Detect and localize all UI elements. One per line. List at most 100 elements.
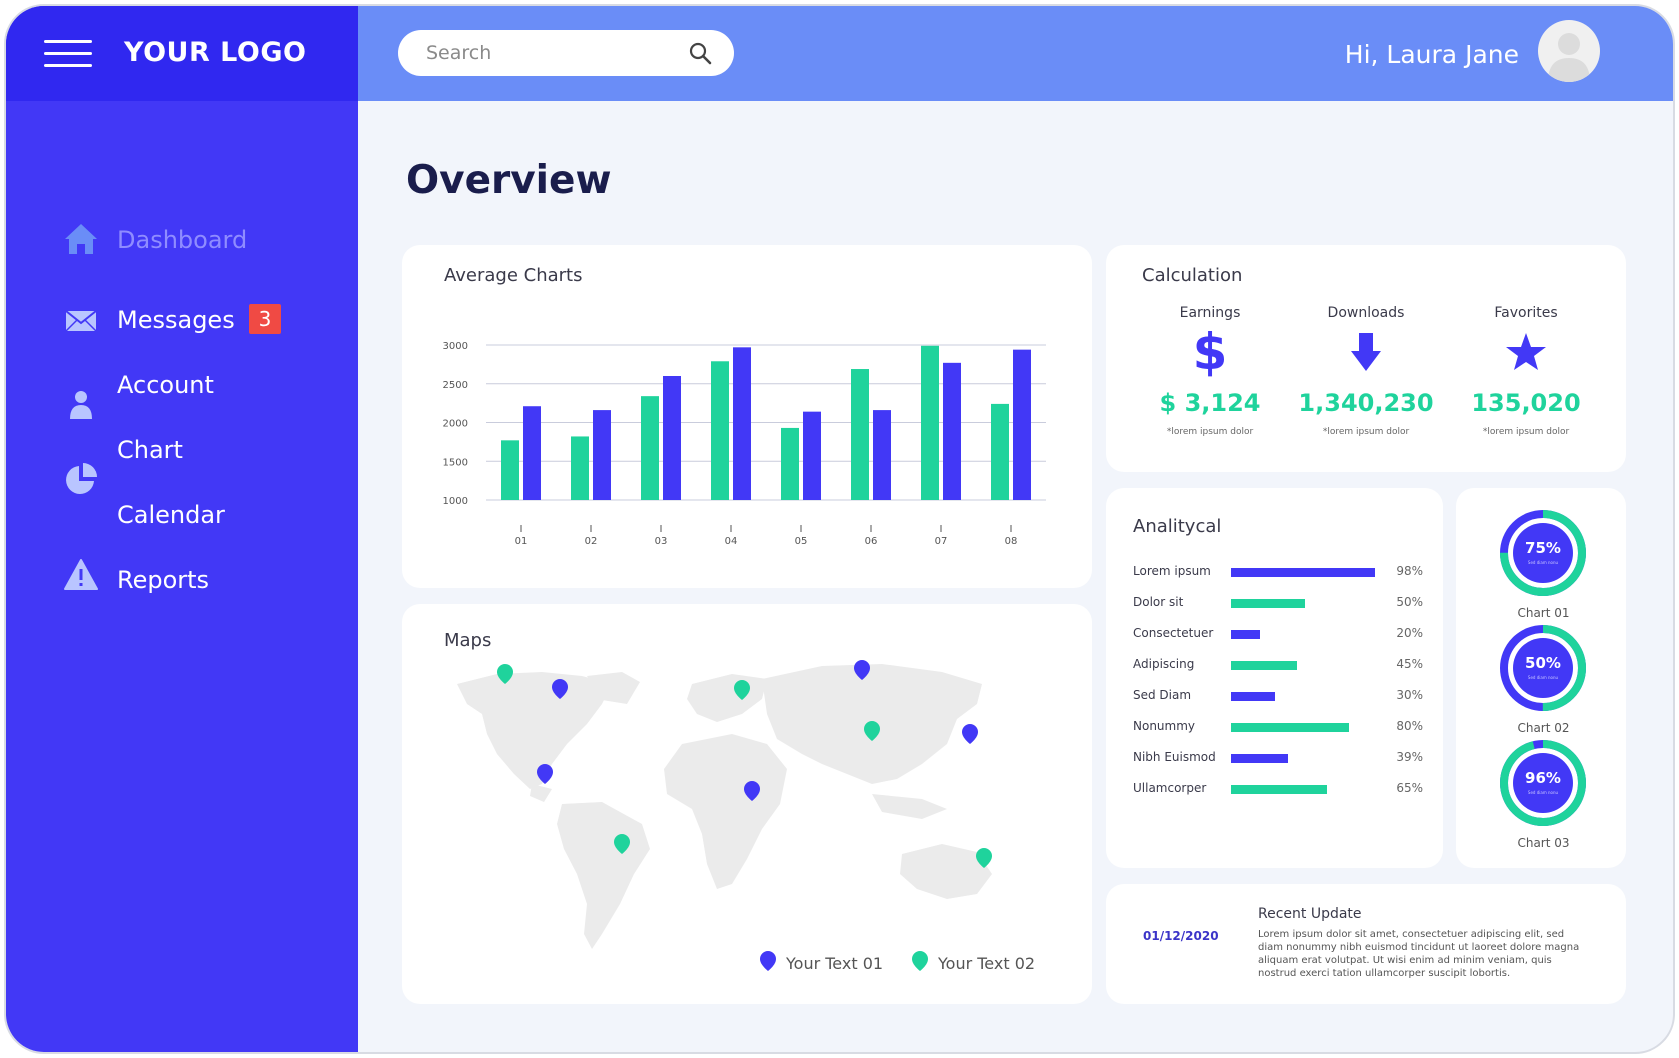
analytical-bar [1231,754,1289,763]
y-tick-label: 1000 [443,496,468,507]
analytical-bar [1231,630,1261,639]
app-logo: YOUR LOGO [124,37,307,68]
top-header: Hi, Laura Jane [358,6,1673,101]
bar-series-2 [733,347,751,500]
sidebar-item-label: Reports [117,566,210,594]
update-date: 01/12/2020 [1143,929,1219,943]
update-text: Lorem ipsum dolor sit amet, consectetuer… [1258,929,1580,979]
analytical-percent: 98% [1396,564,1423,578]
sidebar: YOUR LOGO Dashboard Messages 3 Account [6,6,358,1052]
sidebar-item-chart[interactable]: Chart [6,426,358,494]
bar-series-1 [921,345,939,500]
analytical-percent: 20% [1396,626,1423,640]
donut-chart: 75% Sed diam nonu Chart 01 [1456,508,1626,623]
mail-icon [65,310,97,332]
donut-center [1513,753,1573,813]
analytical-bar [1231,723,1349,732]
bar-series-1 [781,427,799,500]
analytical-percent: 50% [1396,595,1423,609]
sidebar-item-calendar[interactable]: Calendar [6,491,358,541]
y-tick-label: 2000 [443,419,468,430]
sidebar-item-account[interactable]: Account [6,361,358,419]
stat-value: 1,340,230 [1298,389,1434,417]
avatar-icon [1548,33,1590,82]
donut-label: Chart 02 [1517,721,1570,735]
map-pin-icon[interactable] [744,781,760,801]
sidebar-item-reports[interactable]: Reports [6,556,358,606]
analytical-title: Analitycal [1133,516,1222,537]
donut-progress [1500,510,1586,596]
donut-ring [1500,625,1586,711]
y-tick-label: 3000 [443,341,468,352]
sidebar-item-label: Calendar [117,501,225,529]
analytical-bar [1231,599,1305,608]
y-tick-label: 2500 [443,380,468,391]
app-window: YOUR LOGO Dashboard Messages 3 Account [4,4,1675,1054]
donut-label: Chart 03 [1517,836,1570,850]
warning-icon [64,559,98,590]
donut-charts-card: 75% Sed diam nonu Chart 01 50% Sed diam nonu… [1456,488,1626,868]
map-markers [497,660,992,868]
legend-item: Your Text 02 [938,954,1036,973]
map-pin-icon[interactable] [864,721,880,741]
analytical-label: Lorem ipsum [1133,564,1211,578]
menu-icon[interactable] [44,40,92,70]
analytical-bar [1231,692,1276,701]
search-box[interactable] [398,30,734,76]
x-tick-label: 05 [795,536,808,547]
map-pin-icon[interactable] [537,764,553,784]
analytical-row: Ullamcorper 65% [1133,779,1423,799]
analytical-row: Lorem ipsum 98% [1133,562,1423,582]
stat-value: 135,020 [1471,389,1581,417]
y-tick-label: 1500 [443,457,468,468]
dollar-icon: $ [1193,323,1228,381]
downloads-stat: Downloads 1,340,230 *lorem ipsum dolor [1281,305,1451,437]
x-tick-label: 07 [935,536,948,547]
donut-progress [1500,740,1586,826]
analytical-bar [1231,568,1376,577]
map-pin-icon[interactable] [552,679,568,699]
map-pin-icon[interactable] [976,848,992,868]
analytical-bar [1231,785,1327,794]
sidebar-item-dashboard[interactable]: Dashboard [6,216,358,266]
donut-chart: 96% Sed diam nonu Chart 03 [1456,738,1626,853]
map-pin-icon[interactable] [962,724,978,744]
analytical-bar [1231,661,1298,670]
average-charts-card: Average Charts 3000 2500 2000 1500 1000 01 02 0… [402,245,1092,588]
avatar[interactable] [1538,20,1600,82]
analytical-row: Sed Diam 30% [1133,686,1423,706]
bar-series-2 [663,376,681,500]
search-icon[interactable] [688,41,712,65]
analytical-row: Adipiscing 45% [1133,655,1423,675]
map-pin-icon[interactable] [734,680,750,700]
recent-update-card: 01/12/2020 Recent Update Lorem ipsum dol… [1106,884,1626,1004]
sidebar-item-label: Account [117,371,214,399]
pie-chart-icon [66,463,97,494]
analytical-percent: 80% [1396,719,1423,733]
bar-series-1 [991,403,1009,500]
analytical-row: Nonummy 80% [1133,717,1423,737]
calculation-title: Calculation [1142,265,1243,286]
bar-series-2 [593,410,611,500]
bar-series-2 [803,411,821,500]
donut-center [1513,523,1573,583]
stat-note: *lorem ipsum dolor [1322,427,1410,437]
bar-series-1 [501,440,519,500]
analytical-percent: 65% [1396,781,1423,795]
search-input[interactable] [426,40,676,66]
sidebar-item-label: Chart [117,436,183,464]
bar-series-2 [1013,349,1031,500]
analytical-label: Dolor sit [1133,595,1184,609]
map-pin-icon[interactable] [854,660,870,680]
sidebar-item-messages[interactable]: Messages 3 [6,296,358,346]
map-pin-icon[interactable] [497,664,513,684]
legend-item: Your Text 01 [786,954,884,973]
calculation-card: Calculation Earnings $ $ 3,124 *lorem ip… [1106,245,1626,472]
x-tick-label: 03 [655,536,668,547]
donut-subtext: Sed diam nonu [1527,560,1559,565]
favorites-stat: Favorites 135,020 *lorem ipsum dolor [1441,305,1611,437]
analytical-card: Analitycal Lorem ipsum 98% Dolor sit 50% Con… [1106,488,1443,868]
stat-value: $ 3,124 [1159,389,1261,417]
map-pin-icon[interactable] [614,834,630,854]
x-tick-label: 04 [725,536,738,547]
